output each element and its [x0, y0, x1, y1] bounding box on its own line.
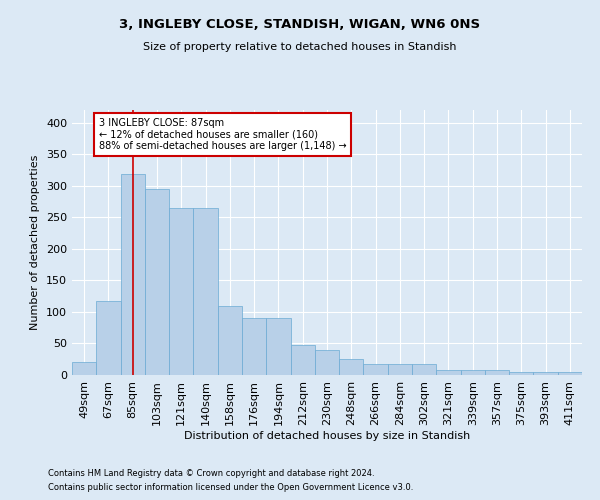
Bar	[558, 372, 582, 375]
Text: Size of property relative to detached houses in Standish: Size of property relative to detached ho…	[143, 42, 457, 52]
Bar	[290, 346, 315, 375]
Bar	[412, 364, 436, 375]
Text: Contains HM Land Registry data © Crown copyright and database right 2024.: Contains HM Land Registry data © Crown c…	[48, 468, 374, 477]
Text: 3 INGLEBY CLOSE: 87sqm
← 12% of detached houses are smaller (160)
88% of semi-de: 3 INGLEBY CLOSE: 87sqm ← 12% of detached…	[99, 118, 346, 151]
X-axis label: Distribution of detached houses by size in Standish: Distribution of detached houses by size …	[184, 430, 470, 440]
Bar	[193, 208, 218, 375]
Bar	[96, 300, 121, 375]
Bar	[533, 372, 558, 375]
Text: 3, INGLEBY CLOSE, STANDISH, WIGAN, WN6 0NS: 3, INGLEBY CLOSE, STANDISH, WIGAN, WN6 0…	[119, 18, 481, 30]
Bar	[121, 174, 145, 375]
Bar	[72, 362, 96, 375]
Bar	[364, 364, 388, 375]
Bar	[485, 370, 509, 375]
Bar	[461, 370, 485, 375]
Bar	[315, 350, 339, 375]
Bar	[169, 208, 193, 375]
Bar	[242, 318, 266, 375]
Bar	[388, 364, 412, 375]
Bar	[218, 306, 242, 375]
Bar	[266, 318, 290, 375]
Text: Contains public sector information licensed under the Open Government Licence v3: Contains public sector information licen…	[48, 484, 413, 492]
Bar	[145, 189, 169, 375]
Bar	[436, 370, 461, 375]
Bar	[509, 372, 533, 375]
Bar	[339, 359, 364, 375]
Y-axis label: Number of detached properties: Number of detached properties	[31, 155, 40, 330]
